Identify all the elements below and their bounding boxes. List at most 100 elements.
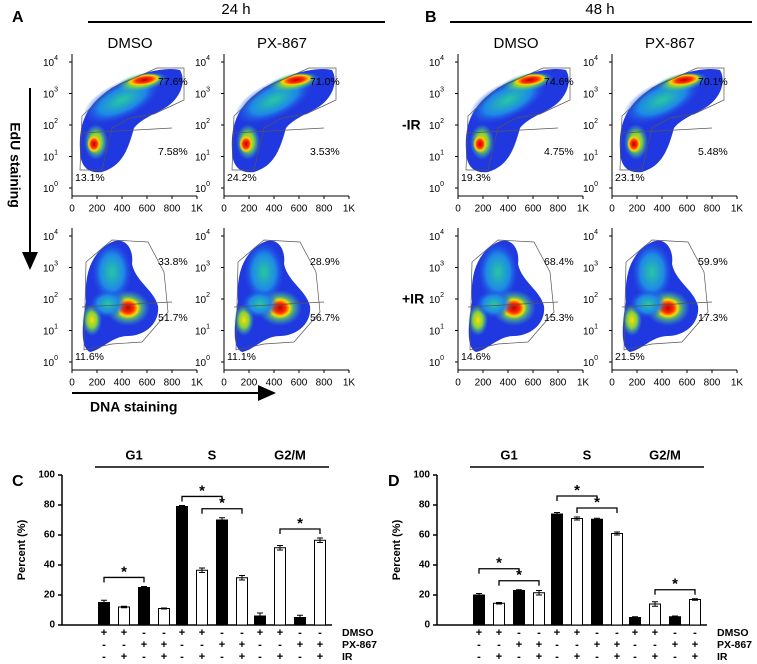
tick-exponent: 4 <box>594 229 598 236</box>
x-tick-label: 1K <box>191 378 204 389</box>
tick-base: 10 <box>43 263 55 274</box>
tick-exponent: 0 <box>54 355 58 362</box>
condition-sign: - <box>595 627 599 639</box>
axis-title: EdU staining <box>7 122 23 208</box>
gate-percent: 13.1% <box>75 172 105 184</box>
error-bar <box>692 598 698 601</box>
tick-base: 10 <box>195 295 207 306</box>
tick-base: 10 <box>583 358 595 369</box>
bar <box>176 506 188 626</box>
y-tick-label: 103 <box>583 86 598 100</box>
gate-percent: 15.3% <box>544 312 574 324</box>
x-tick-label: 0 <box>455 378 461 389</box>
column-label: DMSO <box>108 35 153 52</box>
gate-percent: 68.4% <box>544 256 574 268</box>
y-tick-label: 103 <box>583 260 598 274</box>
condition-label: DMSO <box>342 627 374 639</box>
x-tick-label: 1K <box>731 378 744 389</box>
bar <box>533 592 545 626</box>
panel-letter: B <box>425 9 437 26</box>
x-tick-label: 1K <box>343 378 356 389</box>
x-tick-label: 600 <box>679 204 696 215</box>
error-bar <box>516 589 522 592</box>
condition-sign: - <box>633 651 637 663</box>
y-tick-label: 100 <box>429 181 444 195</box>
axis-title: Percent (%) <box>16 519 28 580</box>
error-bar <box>141 585 147 590</box>
y-tick-label: 103 <box>429 86 444 100</box>
y-tick-label: 102 <box>43 118 58 132</box>
significance-bracket <box>654 589 696 595</box>
x-tick-label: 1K <box>191 204 204 215</box>
error-bar <box>179 504 185 509</box>
tick-base: 10 <box>583 89 595 100</box>
tick-base: 10 <box>43 232 55 243</box>
significance-bracket <box>279 528 321 534</box>
condition-sign: - <box>517 651 521 663</box>
tick-exponent: 0 <box>440 355 444 362</box>
y-tick-label: 40 <box>44 560 56 571</box>
density-plot <box>231 67 337 173</box>
tick-base: 10 <box>429 232 441 243</box>
condition-sign: + <box>121 627 127 639</box>
bar <box>513 590 525 626</box>
condition-sign: + <box>614 651 620 663</box>
condition-sign: + <box>239 651 245 663</box>
tick-base: 10 <box>429 121 441 132</box>
x-tick-label: 600 <box>291 378 308 389</box>
column-label: PX-867 <box>257 35 307 52</box>
x-tick-label: 800 <box>704 204 721 215</box>
bar <box>571 518 583 626</box>
condition-sign: + <box>317 651 323 663</box>
condition-sign: + <box>257 627 263 639</box>
gate-percent: 5.48% <box>698 146 728 158</box>
condition-sign: + <box>161 651 167 663</box>
group-label: G1 <box>125 447 142 462</box>
error-bar <box>672 615 678 618</box>
x-tick-label: 800 <box>164 378 181 389</box>
condition-sign: + <box>554 627 560 639</box>
x-tick-label: 1K <box>577 378 590 389</box>
y-tick-label: 100 <box>195 181 210 195</box>
condition-sign: + <box>574 627 580 639</box>
tick-exponent: 0 <box>54 181 58 188</box>
condition-sign: - <box>673 651 677 663</box>
tick-base: 10 <box>429 326 441 337</box>
x-tick-label: 400 <box>500 204 517 215</box>
density <box>476 290 512 318</box>
gate-percent: 51.7% <box>158 312 188 324</box>
x-tick-label: 600 <box>291 204 308 215</box>
condition-sign: - <box>555 651 559 663</box>
tick-exponent: 4 <box>206 229 210 236</box>
x-tick-label: 200 <box>475 204 492 215</box>
density-plot <box>467 239 559 352</box>
density-plot <box>465 67 571 173</box>
gate <box>619 67 725 171</box>
tick-exponent: 2 <box>206 118 210 125</box>
tick-base: 10 <box>583 263 595 274</box>
gate <box>233 127 325 134</box>
condition-sign: + <box>179 627 185 639</box>
error-bar <box>219 517 225 523</box>
density <box>90 290 126 318</box>
tick-base: 10 <box>583 184 595 195</box>
bar <box>216 519 228 626</box>
x-tick-label: 200 <box>629 204 646 215</box>
gate-percent: 70.1% <box>698 76 728 88</box>
x-tick-label: 400 <box>654 204 671 215</box>
condition-sign: + <box>692 639 698 651</box>
tick-exponent: 3 <box>206 86 210 93</box>
condition-sign: + <box>516 639 522 651</box>
y-tick-label: 100 <box>413 470 430 481</box>
y-tick-label: 100 <box>43 181 58 195</box>
tick-exponent: 1 <box>594 149 598 156</box>
gate <box>621 301 713 308</box>
x-tick-label: 0 <box>69 204 75 215</box>
error-bar <box>277 545 283 551</box>
condition-sign: + <box>277 627 283 639</box>
density <box>512 73 548 87</box>
gate-percent: 21.5% <box>615 351 645 363</box>
bar <box>611 533 623 626</box>
y-tick-label: 60 <box>44 530 56 541</box>
group-label: G2/M <box>274 447 306 462</box>
